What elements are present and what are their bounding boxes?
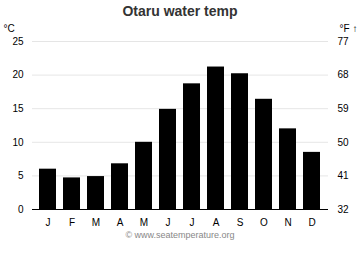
svg-text:J: J bbox=[46, 217, 51, 228]
svg-text:77: 77 bbox=[338, 36, 350, 47]
svg-text:68: 68 bbox=[338, 69, 350, 80]
svg-text:F: F bbox=[69, 217, 75, 228]
svg-text:M: M bbox=[140, 217, 148, 228]
svg-text:10: 10 bbox=[12, 137, 24, 148]
svg-text:5: 5 bbox=[18, 170, 24, 181]
html-text:Otaru water temp: Otaru water temp bbox=[122, 3, 238, 19]
svg-text:20: 20 bbox=[12, 69, 24, 80]
svg-text:°F ↑: °F ↑ bbox=[340, 23, 358, 34]
svg-text:A: A bbox=[117, 217, 124, 228]
svg-text:59: 59 bbox=[338, 103, 350, 114]
svg-text:50: 50 bbox=[338, 137, 350, 148]
svg-text:°C: °C bbox=[4, 23, 15, 34]
svg-text:M: M bbox=[92, 217, 100, 228]
svg-text:N: N bbox=[284, 217, 291, 228]
svg-text:15: 15 bbox=[12, 103, 24, 114]
svg-text:A: A bbox=[213, 217, 220, 228]
svg-text:J: J bbox=[190, 217, 195, 228]
svg-text:41: 41 bbox=[338, 170, 350, 181]
svg-text:J: J bbox=[166, 217, 171, 228]
svg-text:D: D bbox=[308, 217, 315, 228]
svg-text:0: 0 bbox=[18, 204, 24, 215]
svg-text:O: O bbox=[260, 217, 268, 228]
html-text:© www.seatemperature.org: © www.seatemperature.org bbox=[125, 230, 235, 240]
svg-text:S: S bbox=[237, 217, 244, 228]
svg-text:32: 32 bbox=[338, 204, 350, 215]
svg-text:25: 25 bbox=[12, 36, 24, 47]
